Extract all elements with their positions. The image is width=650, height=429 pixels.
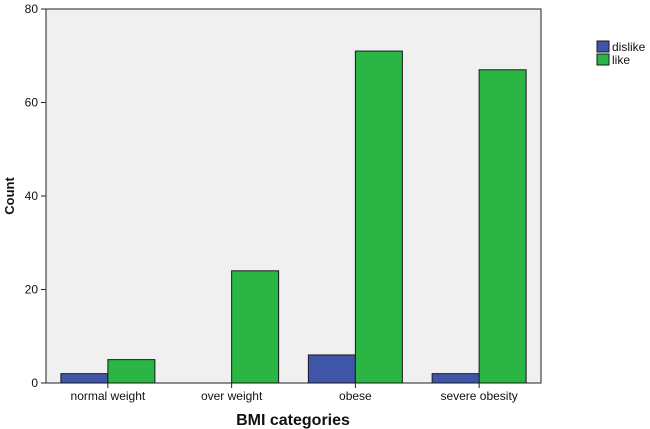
x-tick-label: over weight (201, 389, 263, 403)
y-tick-label: 20 (25, 283, 39, 297)
bar-dislike-severe-obesity (431, 373, 480, 384)
bar-like-obese (354, 50, 403, 384)
y-tick-label: 60 (25, 96, 39, 110)
y-tick-label: 80 (25, 2, 39, 16)
bar-dislike-obese (307, 354, 356, 384)
bar-like-normal-weight (107, 359, 156, 384)
legend-label-dislike: dislike (612, 40, 646, 54)
bar-dislike-normal-weight (60, 373, 109, 384)
bar-like-severe-obesity (478, 69, 527, 384)
y-tick-label: 40 (25, 189, 39, 203)
y-axis: 0 20 40 60 80 (25, 2, 46, 390)
y-axis-title: Count (2, 177, 17, 215)
x-axis-title: BMI categories (236, 412, 350, 429)
x-tick-label: severe obesity (440, 389, 517, 403)
x-tick-label: obese (339, 389, 372, 403)
bars (60, 50, 527, 384)
x-axis: normal weight over weight obese severe obes… (71, 383, 518, 403)
legend-label-like: like (612, 53, 630, 67)
x-tick-label: normal weight (71, 389, 146, 403)
legend-swatch-dislike (596, 40, 610, 53)
legend-swatch-like (596, 53, 610, 66)
y-tick-label: 0 (31, 376, 38, 390)
plot-area (45, 8, 542, 384)
bar-like-over-weight (231, 270, 280, 384)
